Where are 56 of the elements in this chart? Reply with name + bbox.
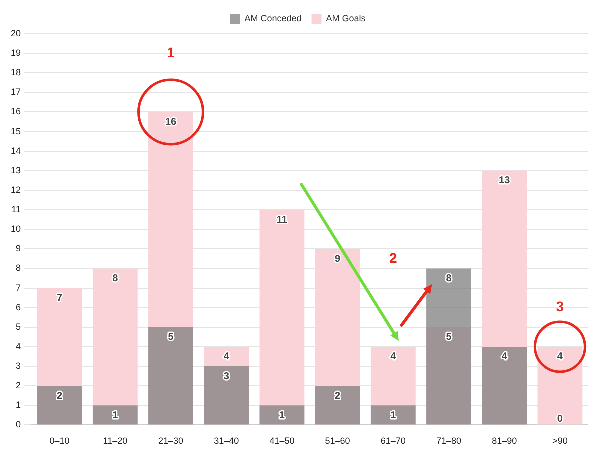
x-tick-label: 61–70 [380,436,406,446]
y-tick-label: 16 [10,106,22,117]
y-tick-label: 8 [16,263,22,274]
y-tick-label: 11 [12,204,22,215]
y-tick-label: 0 [16,420,22,430]
y-tick-label: 15 [10,126,22,136]
y-tick-label: 2 [16,380,22,391]
data-label: 4 [502,352,508,363]
data-label: 4 [557,352,564,363]
x-tick-label: 41–50 [270,436,295,446]
x-tick-label: 21–30 [158,436,184,446]
annotation: 3 [556,298,564,315]
data-label: 2 [57,390,64,402]
x-tick-label: 81–90 [492,436,518,446]
y-tick-label: 17 [10,87,22,98]
annotation: 2 [390,250,398,266]
y-tick-label: 1 [16,400,22,410]
data-label: 4 [224,352,230,363]
data-label: 5 [446,332,452,344]
y-tick-label: 19 [10,48,22,58]
x-tick-label: >90 [552,436,568,446]
legend-label: AM Conceded [244,13,302,24]
x-tick-label: 51–60 [325,436,350,446]
y-tick-label: 4 [16,341,22,352]
data-label: 16 [165,116,178,128]
x-tick-label: 11–20 [103,436,128,446]
data-label: 9 [335,254,342,265]
y-tick-label: 9 [16,244,22,254]
x-tick-label: 31–40 [214,436,240,446]
y-tick-label: 12 [10,184,22,195]
data-label: 1 [279,410,286,422]
annotation: 1 [167,44,176,60]
data-label: 13 [499,176,511,187]
legend-label: AM Goals [326,13,366,24]
y-tick-label: 6 [16,302,22,312]
y-tick-label: 10 [10,224,22,234]
data-label: 4 [390,352,397,363]
data-label: 11 [276,214,288,226]
y-tick-label: 7 [16,282,22,293]
data-label: 5 [168,332,174,344]
data-label: 3 [224,371,230,382]
data-label: 1 [112,410,119,422]
x-tick-label: 71–80 [436,436,462,446]
data-label: 8 [112,273,119,284]
y-tick-label: 14 [10,146,22,156]
data-label: 1 [390,410,397,422]
y-tick-label: 5 [16,322,22,332]
x-tick-label: 0–10 [50,436,70,446]
y-tick-label: 20 [10,28,22,38]
y-tick-label: 18 [10,68,22,78]
data-label: 0 [557,414,564,425]
y-tick-label: 13 [10,165,22,176]
data-label: 8 [446,273,452,284]
y-tick-label: 3 [16,361,22,372]
data-label: 7 [57,293,64,304]
data-label: 2 [335,390,342,402]
